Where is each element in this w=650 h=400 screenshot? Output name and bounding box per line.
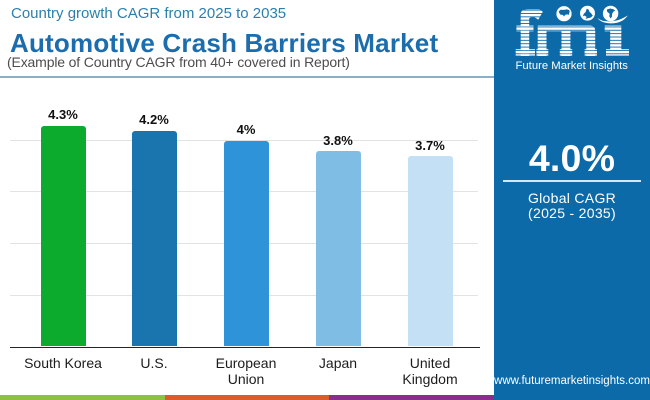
- svg-text:Future Market Insights: Future Market Insights: [516, 60, 629, 72]
